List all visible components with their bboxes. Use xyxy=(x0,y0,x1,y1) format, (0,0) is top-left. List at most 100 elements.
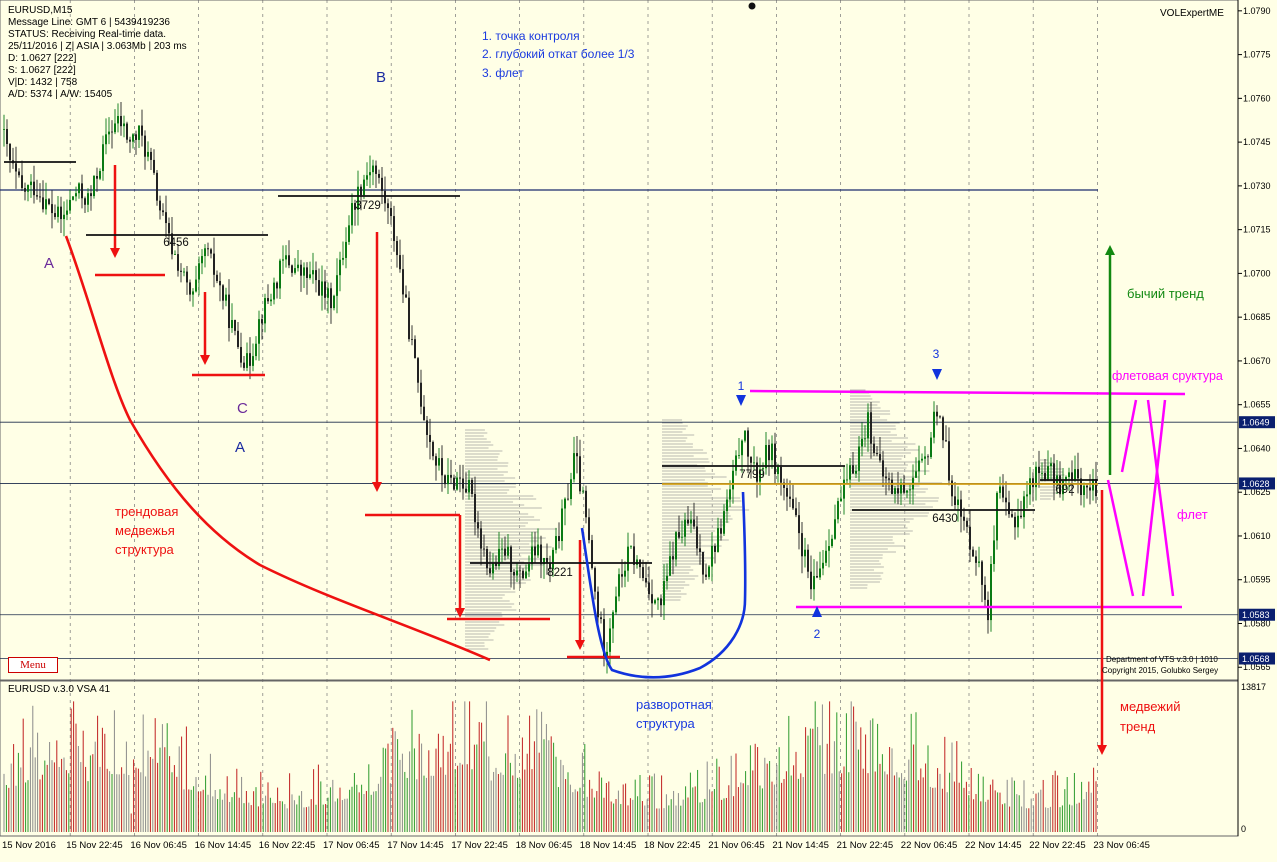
candle-body xyxy=(333,295,335,309)
candle-body xyxy=(627,546,629,571)
candle-body xyxy=(378,173,380,178)
candle-body xyxy=(408,297,410,340)
candle-body xyxy=(597,591,599,618)
candle-body xyxy=(699,548,701,553)
candle-body xyxy=(966,520,968,527)
candle-body xyxy=(810,571,812,590)
time-tick-label: 18 Nov 06:45 xyxy=(516,840,573,851)
candle-body xyxy=(24,188,26,192)
candle-body xyxy=(339,259,341,276)
candle-body xyxy=(420,382,422,407)
candle-body xyxy=(195,279,197,292)
menu-button[interactable]: Menu xyxy=(8,657,58,673)
candle-body xyxy=(180,270,182,272)
price-tick-label: 1.0775 xyxy=(1243,50,1271,60)
bear-structure-label: медвежья xyxy=(115,523,175,538)
info-line: Message Line: GMT 6 | 5439419236 xyxy=(8,17,170,28)
candle-body xyxy=(1089,487,1091,491)
candle-body xyxy=(171,233,173,255)
candle-body xyxy=(1026,494,1028,497)
candle-body xyxy=(1017,515,1019,528)
candle-body xyxy=(858,446,860,471)
candle-body xyxy=(117,116,119,124)
candle-body xyxy=(543,557,545,565)
candle-body xyxy=(465,488,467,493)
candle-body xyxy=(921,458,923,461)
candle-body xyxy=(207,248,209,250)
candle-body xyxy=(381,177,383,191)
candle-body xyxy=(594,568,596,592)
candle-body xyxy=(585,490,587,518)
candle-body xyxy=(477,522,479,529)
candle-body xyxy=(600,617,602,620)
candle-body xyxy=(651,594,653,604)
point-marker xyxy=(932,369,942,380)
candle-body xyxy=(249,353,251,366)
reversal-label: структура xyxy=(636,716,696,731)
candle-body xyxy=(426,420,428,435)
candle-body xyxy=(792,498,794,509)
candle-body xyxy=(45,199,47,210)
candle-body xyxy=(624,570,626,577)
candle-body xyxy=(822,562,824,569)
candle-body xyxy=(1065,476,1067,482)
candle-body xyxy=(516,570,518,576)
wave-label: C xyxy=(237,400,248,417)
candle-body xyxy=(846,479,848,481)
time-tick-label: 17 Nov 06:45 xyxy=(323,840,380,851)
candle-body xyxy=(957,499,959,506)
candle-body xyxy=(450,474,452,478)
candle-body xyxy=(852,465,854,474)
time-tick-label: 16 Nov 22:45 xyxy=(259,840,316,851)
candle-body xyxy=(246,353,248,368)
candle-body xyxy=(456,477,458,490)
bear-trend-arrow-head xyxy=(1097,745,1107,755)
candle-body xyxy=(672,556,674,560)
price-level-badge xyxy=(1239,652,1275,665)
candle-body xyxy=(402,269,404,295)
legend-item: 2. глубокий откат более 1/3 xyxy=(482,47,635,61)
time-tick-label: 18 Nov 22:45 xyxy=(644,840,701,851)
price-tick-label: 1.0565 xyxy=(1243,662,1271,672)
flat-zigzag xyxy=(1106,479,1135,597)
time-tick-label: 22 Nov 22:45 xyxy=(1029,840,1086,851)
candle-body xyxy=(774,443,776,475)
candle-body xyxy=(675,532,677,560)
candle-body xyxy=(654,600,656,604)
time-tick-label: 22 Nov 06:45 xyxy=(901,840,958,851)
candle-body xyxy=(519,570,521,572)
candle-body xyxy=(198,263,200,280)
candle-body xyxy=(693,519,695,527)
candle-body xyxy=(96,176,98,179)
candle-body xyxy=(438,458,440,466)
candle-body xyxy=(189,282,191,295)
candle-body xyxy=(72,196,74,200)
candle-body xyxy=(15,163,17,172)
candle-body xyxy=(1011,514,1013,517)
candle-body xyxy=(591,540,593,569)
price-tick-label: 1.0625 xyxy=(1243,487,1271,497)
candle-body xyxy=(228,294,230,329)
flat-top-line xyxy=(749,389,1186,396)
candle-body xyxy=(267,298,269,302)
candle-body xyxy=(351,203,353,226)
profile-label: 692 xyxy=(1055,484,1074,496)
time-tick-label: 17 Nov 14:45 xyxy=(387,840,444,851)
candle-body xyxy=(1002,486,1004,498)
candle-body xyxy=(174,254,176,255)
price-tick-label: 1.0670 xyxy=(1243,356,1271,366)
point-label: 2 xyxy=(814,627,821,641)
candle-body xyxy=(483,548,485,550)
candle-body xyxy=(801,533,803,557)
candle-body xyxy=(843,479,845,499)
candle-body xyxy=(741,440,743,456)
candle-body xyxy=(948,441,950,481)
candle-body xyxy=(210,249,212,254)
candle-body xyxy=(564,498,566,509)
candle-body xyxy=(348,225,350,242)
candle-body xyxy=(387,203,389,209)
candle-body xyxy=(960,499,962,517)
candle-body xyxy=(579,456,581,492)
time-axis: 15 Nov 2016 15 Nov 22:45 16 Nov 06:45 16 No… xyxy=(2,840,1150,851)
footer-text: Copyright 2015, Golubko Sergey xyxy=(1102,666,1218,675)
